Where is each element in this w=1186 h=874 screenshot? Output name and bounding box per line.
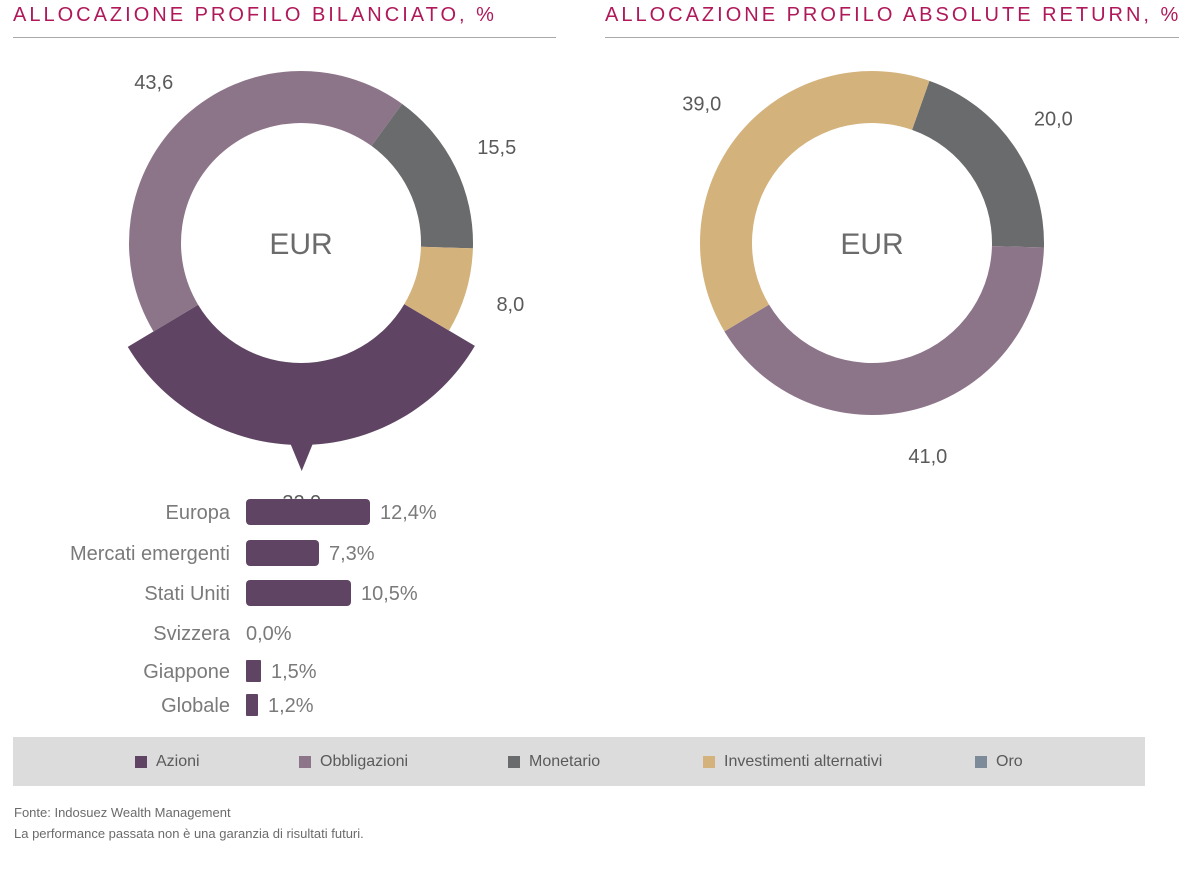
bar-value-svizzera: 0,0%	[246, 623, 292, 645]
slice-obbligazioni	[128, 70, 403, 332]
bar-value-globale: 1,2%	[268, 695, 314, 717]
bar-value-europa: 12,4%	[380, 502, 437, 524]
legend: Azioni Obbligazioni Monetario Investimen…	[13, 737, 1145, 786]
chart-title-bilanciato: ALLOCAZIONE PROFILO BILANCIATO, %	[13, 4, 497, 26]
legend-item-monetario: Monetario	[508, 753, 600, 771]
legend-item-investimenti-alternativi: Investimenti alternativi	[703, 753, 882, 771]
center-label: EUR	[840, 228, 903, 261]
bar-category-giappone: Giappone	[143, 661, 230, 683]
slice-monetario	[912, 80, 1045, 248]
slice-obbligazioni	[724, 246, 1044, 416]
legend-item-oro: Oro	[975, 753, 1023, 771]
bar-value-mercati-emergenti: 7,3%	[329, 543, 375, 565]
bar-category-mercati-emergenti: Mercati emergenti	[70, 543, 230, 565]
legend-item-obbligazioni: Obbligazioni	[299, 753, 408, 771]
footer-disclaimer: La performance passata non è una garanzi…	[14, 826, 364, 841]
legend-label-investimenti-alternativi: Investimenti alternativi	[724, 753, 883, 770]
bar-category-globale: Globale	[161, 695, 230, 717]
data-label-monetario: 20,0	[1034, 108, 1073, 130]
legend-label-azioni: Azioni	[156, 753, 200, 770]
data-label-monetario: 15,5	[477, 137, 516, 159]
legend-swatch-monetario	[508, 756, 520, 768]
azioni-breakdown-bar-chart: Europa 12,4% Mercati emergenti 7,3% Stati Un…	[70, 499, 437, 717]
title-rule-right	[605, 37, 1179, 38]
chart-title-absolute-return: ALLOCAZIONE PROFILO ABSOLUTE RETURN, %	[605, 4, 1182, 26]
data-label-investimenti-alternativi: 39,0	[682, 94, 721, 116]
data-label-investimenti-alternativi: 8,0	[496, 294, 524, 316]
bar-value-giappone: 1,5%	[271, 661, 317, 683]
legend-swatch-obbligazioni	[299, 756, 311, 768]
slice-investimenti-alternativi	[404, 246, 473, 331]
bar-value-stati-uniti: 10,5%	[361, 583, 418, 605]
bar-mercati-emergenti	[246, 540, 319, 566]
slice-pointer-azioni	[290, 443, 313, 471]
donut-chart-absolute-return: 20,0 41,0 39,0 EUR	[682, 70, 1073, 468]
slice-investimenti-alternativi	[699, 70, 930, 332]
slice-azioni	[127, 304, 475, 446]
bar-giappone	[246, 660, 261, 682]
legend-label-monetario: Monetario	[529, 753, 601, 770]
bar-europa	[246, 499, 370, 525]
data-label-obbligazioni: 41,0	[908, 446, 947, 468]
bar-stati-uniti	[246, 580, 351, 606]
data-label-obbligazioni: 43,6	[134, 72, 173, 94]
legend-swatch-investimenti-alternativi	[703, 756, 715, 768]
legend-label-obbligazioni: Obbligazioni	[320, 753, 409, 770]
bar-category-stati-uniti: Stati Uniti	[144, 583, 230, 605]
legend-swatch-oro	[975, 756, 987, 768]
center-label: EUR	[269, 228, 332, 261]
legend-swatch-azioni	[135, 756, 147, 768]
bar-category-europa: Europa	[166, 502, 231, 524]
footer-source: Fonte: Indosuez Wealth Management	[14, 805, 231, 820]
legend-label-oro: Oro	[996, 753, 1023, 770]
bar-globale	[246, 694, 258, 716]
title-rule-left	[13, 37, 556, 38]
slice-monetario	[371, 103, 473, 249]
bar-category-svizzera: Svizzera	[153, 623, 231, 645]
legend-item-azioni: Azioni	[135, 753, 200, 771]
